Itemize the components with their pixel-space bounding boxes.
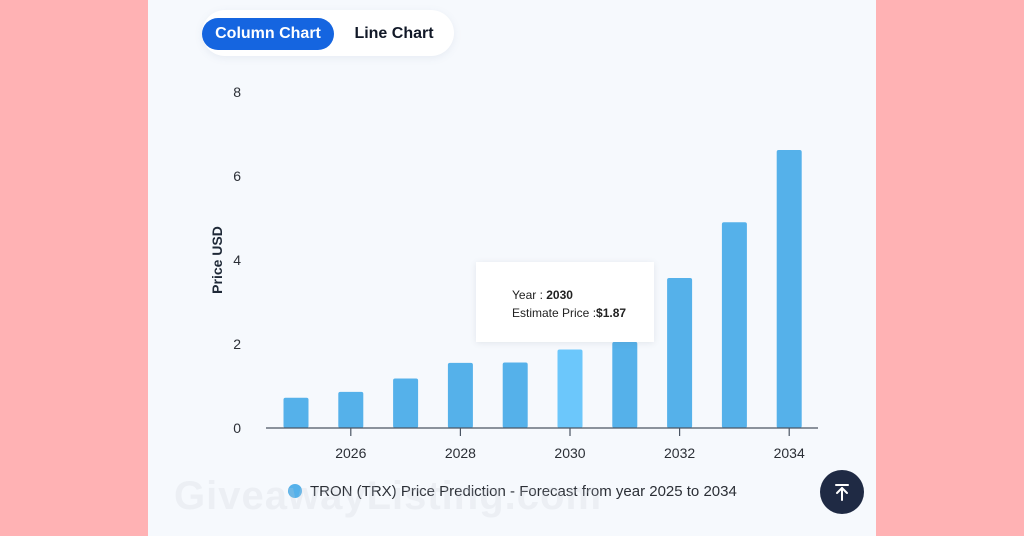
bar-2033 [721,222,747,428]
line-chart-button[interactable]: Line Chart [340,18,448,50]
y-tick-label: 4 [233,252,241,268]
bar-2025 [283,397,309,428]
bar-2032 [667,278,693,428]
bar-2030 [557,349,583,428]
legend-label: TRON (TRX) Price Prediction - Forecast f… [310,482,737,500]
price-bar-chart: 0 2 4 6 8 Price USD 2026 2028 2030 2032 2034 [209,84,818,461]
x-tick-label: 2032 [664,445,695,461]
column-chart-button[interactable]: Column Chart [202,18,334,50]
tooltip-price-line: Estimate Price :$1.87 [512,304,654,322]
chart-card: Column Chart Line Chart 0 2 4 6 8 Price USD 20… [148,0,876,536]
bar-2034 [776,149,802,428]
bar-2031 [612,341,638,428]
y-tick-label: 0 [233,420,241,436]
x-tick-label: 2026 [335,445,366,461]
chart-legend[interactable]: TRON (TRX) Price Prediction - Forecast f… [288,480,737,502]
bar-2026 [338,391,364,428]
y-tick-label: 8 [233,84,241,100]
tooltip-year-label: Year : [512,288,547,302]
y-tick-label: 2 [233,336,241,352]
tooltip-year-value: 2030 [546,288,573,302]
bar-2028 [447,362,473,428]
bar-tooltip: Year : 2030 Estimate Price :$1.87 [476,262,654,342]
tooltip-price-value: $1.87 [596,306,627,320]
bar-2027 [393,378,419,428]
bar-2029 [502,362,528,428]
watermark: GiveawayListing.com [174,474,603,518]
y-axis-label: Price USD [209,226,225,294]
x-tick-label: 2028 [445,445,476,461]
legend-marker [288,484,302,498]
y-tick-label: 6 [233,168,241,184]
tooltip-year-line: Year : 2030 [512,286,654,304]
arrow-up-bar-icon [835,484,849,501]
tooltip-price-label: Estimate Price : [512,306,597,320]
chart-type-toggle: Column Chart Line Chart [202,10,454,56]
scroll-to-top-button[interactable] [820,470,864,514]
x-tick-label: 2034 [774,445,805,461]
x-tick-label: 2030 [554,445,585,461]
